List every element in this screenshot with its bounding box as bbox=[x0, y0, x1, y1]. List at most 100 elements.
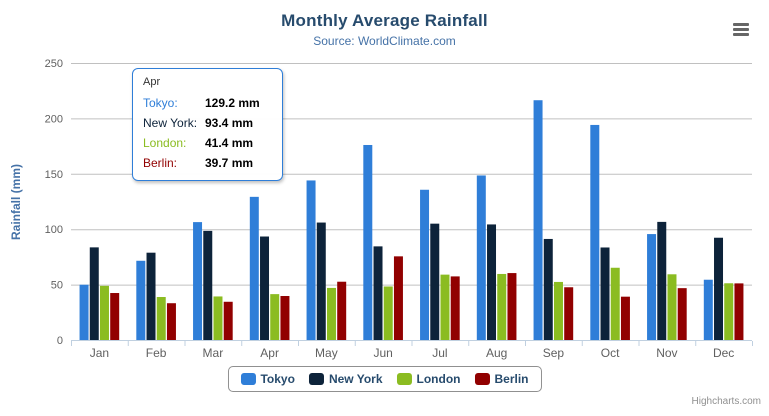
chart-subtitle: Source: WorldClimate.com bbox=[313, 34, 456, 48]
bar-berlin-dec[interactable] bbox=[734, 283, 744, 340]
bar-london-jul[interactable] bbox=[440, 274, 450, 340]
bar-berlin-mar[interactable] bbox=[223, 301, 233, 340]
bar-berlin-sep[interactable] bbox=[564, 287, 574, 340]
bar-new-york-jul[interactable] bbox=[430, 223, 440, 340]
tooltip-row: New York: 93.4 mm bbox=[143, 113, 272, 133]
hamburger-icon bbox=[733, 27, 749, 31]
bar-london-jun[interactable] bbox=[383, 286, 393, 340]
bar-tokyo-jun[interactable] bbox=[363, 144, 373, 340]
bar-tokyo-apr[interactable] bbox=[249, 196, 259, 340]
bar-new-york-mar[interactable] bbox=[203, 230, 213, 340]
bar-berlin-aug[interactable] bbox=[507, 273, 517, 340]
bar-tokyo-jan[interactable] bbox=[79, 284, 89, 340]
x-axis-category-label: Sep bbox=[543, 346, 565, 360]
legend-item-tokyo[interactable]: Tokyo bbox=[240, 372, 295, 386]
hamburger-icon bbox=[733, 32, 749, 36]
bar-new-york-feb[interactable] bbox=[146, 252, 156, 340]
legend-item-berlin[interactable]: Berlin bbox=[474, 372, 529, 386]
y-axis-tick-label: 100 bbox=[45, 224, 63, 236]
chart-title: Monthly Average Rainfall bbox=[281, 11, 488, 30]
x-axis-category-label: Oct bbox=[601, 346, 620, 360]
bar-tokyo-feb[interactable] bbox=[136, 260, 146, 340]
bar-tokyo-nov[interactable] bbox=[647, 234, 657, 340]
bar-new-york-nov[interactable] bbox=[657, 221, 667, 340]
x-axis-category-label: Jun bbox=[373, 346, 392, 360]
y-axis-tick-label: 50 bbox=[51, 280, 63, 292]
legend: Tokyo New York London Berlin bbox=[227, 366, 542, 392]
bar-berlin-jan[interactable] bbox=[110, 293, 120, 340]
bar-london-oct[interactable] bbox=[610, 267, 620, 340]
bar-berlin-may[interactable] bbox=[337, 281, 347, 340]
bar-london-may[interactable] bbox=[326, 287, 336, 340]
x-axis-category-label: May bbox=[315, 346, 338, 360]
tooltip-series-value: 93.4 mm bbox=[205, 116, 254, 130]
bar-new-york-jun[interactable] bbox=[373, 246, 383, 340]
bar-london-sep[interactable] bbox=[553, 281, 563, 340]
bar-new-york-sep[interactable] bbox=[543, 238, 553, 340]
tooltip-series-value: 39.7 mm bbox=[205, 156, 254, 170]
x-axis-category-label: Jul bbox=[432, 346, 447, 360]
x-axis-category-label: Jan bbox=[90, 346, 109, 360]
bar-london-feb[interactable] bbox=[156, 297, 166, 340]
y-axis-tick-label: 0 bbox=[57, 335, 63, 347]
bar-tokyo-oct[interactable] bbox=[590, 124, 600, 341]
legend-item-label: Tokyo bbox=[260, 372, 295, 386]
bar-new-york-may[interactable] bbox=[316, 222, 326, 340]
x-axis-category-label: Apr bbox=[260, 346, 279, 360]
x-axis-category-label: Aug bbox=[486, 346, 507, 360]
bar-new-york-jan[interactable] bbox=[89, 247, 99, 340]
bar-new-york-dec[interactable] bbox=[714, 237, 724, 340]
bar-tokyo-aug[interactable] bbox=[476, 175, 486, 340]
bar-new-york-aug[interactable] bbox=[487, 224, 497, 340]
legend-item-label: Berlin bbox=[494, 372, 529, 386]
legend-swatch bbox=[396, 373, 412, 385]
tooltip-series-label: Berlin: bbox=[143, 156, 178, 170]
hamburger-icon bbox=[733, 22, 749, 26]
bar-new-york-oct[interactable] bbox=[600, 247, 610, 340]
x-axis-category-label: Dec bbox=[713, 346, 734, 360]
bar-berlin-oct[interactable] bbox=[620, 296, 630, 340]
bar-berlin-apr[interactable] bbox=[280, 296, 290, 340]
bar-london-apr[interactable] bbox=[270, 294, 280, 340]
bar-london-nov[interactable] bbox=[667, 274, 677, 340]
tooltip-row: Berlin: 39.7 mm bbox=[143, 153, 272, 173]
legend-swatch bbox=[308, 373, 324, 385]
y-axis-tick-label: 200 bbox=[45, 113, 63, 125]
bar-tokyo-may[interactable] bbox=[306, 180, 316, 340]
bar-london-dec[interactable] bbox=[724, 283, 734, 340]
legend-item-new-york[interactable]: New York bbox=[308, 372, 383, 386]
legend-swatch bbox=[240, 373, 256, 385]
tooltip-series-value: 41.4 mm bbox=[205, 136, 254, 150]
tooltip-series-label: London: bbox=[143, 136, 187, 150]
bar-tokyo-dec[interactable] bbox=[703, 279, 713, 340]
bar-berlin-nov[interactable] bbox=[677, 288, 687, 340]
bar-new-york-apr[interactable] bbox=[260, 236, 270, 340]
x-axis-category-label: Feb bbox=[146, 346, 167, 360]
tooltip-series-label: Tokyo: bbox=[143, 96, 178, 110]
bar-berlin-jun[interactable] bbox=[393, 256, 403, 340]
credits-link[interactable]: Highcharts.com bbox=[691, 396, 761, 407]
legend-swatch bbox=[474, 373, 490, 385]
bar-berlin-jul[interactable] bbox=[450, 276, 460, 340]
legend-item-label: New York bbox=[328, 372, 383, 386]
bar-london-aug[interactable] bbox=[497, 273, 507, 340]
bar-london-jan[interactable] bbox=[99, 285, 109, 340]
bar-tokyo-mar[interactable] bbox=[193, 222, 203, 340]
tooltip-series-value: 129.2 mm bbox=[205, 96, 260, 110]
bar-tokyo-sep[interactable] bbox=[533, 100, 543, 341]
tooltip-series-label: New York: bbox=[143, 116, 198, 130]
tooltip-row: London: 41.4 mm bbox=[143, 133, 272, 153]
bar-tokyo-jul[interactable] bbox=[420, 189, 430, 340]
y-axis-tick-label: 150 bbox=[45, 169, 63, 181]
bar-london-mar[interactable] bbox=[213, 296, 223, 340]
tooltip-row: Tokyo: 129.2 mm bbox=[143, 93, 272, 113]
bar-berlin-feb[interactable] bbox=[166, 303, 176, 340]
x-axis-category-label: Nov bbox=[656, 346, 677, 360]
tooltip: Apr Tokyo: 129.2 mm New York: 93.4 mm London… bbox=[132, 68, 283, 181]
legend-item-london[interactable]: London bbox=[396, 372, 461, 386]
legend-item-label: London bbox=[416, 372, 461, 386]
context-menu-button[interactable] bbox=[731, 18, 753, 40]
y-axis-tick-label: 250 bbox=[45, 58, 63, 70]
